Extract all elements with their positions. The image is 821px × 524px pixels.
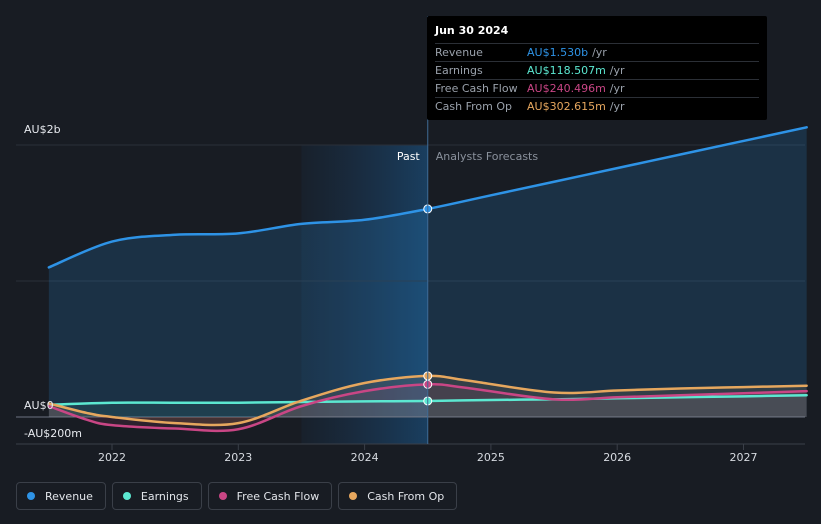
tooltip-row-label: Revenue (435, 46, 483, 59)
legend: Revenue Earnings Free Cash Flow Cash Fro… (16, 482, 458, 510)
legend-dot-icon (218, 492, 227, 500)
tooltip-row-value: AU$1.530b (527, 46, 589, 59)
legend-label: Free Cash Flow (236, 489, 320, 503)
legend-dot-icon (122, 492, 131, 500)
legend-item-earnings[interactable]: Earnings (111, 482, 202, 510)
tooltip-row-label: Earnings (435, 64, 483, 77)
x-tick-label: 2026 (603, 451, 631, 464)
tooltip-row-label: Cash From Op (435, 100, 513, 113)
legend-item-cash-from-op[interactable]: Cash From Op (338, 482, 458, 510)
tooltip-row-cash-from-op: Cash From Op AU$302.615m /yr (435, 97, 759, 115)
y-tick-label: -AU$200m (24, 427, 82, 440)
legend-item-free-cash-flow[interactable]: Free Cash Flow (207, 482, 333, 510)
tooltip-row-unit: /yr (609, 100, 625, 113)
legend-dot-icon (349, 492, 358, 500)
legend-label: Revenue (45, 489, 93, 503)
x-tick-label: 2023 (224, 451, 252, 464)
tooltip-row-label: Free Cash Flow (435, 82, 518, 95)
tooltip-row-value: AU$302.615m (527, 100, 606, 113)
cash-from-op-line (47, 374, 808, 427)
x-tick-label: 2025 (477, 451, 505, 464)
tooltip: Jun 30 2024 Revenue AU$1.530b /yr Earnin… (427, 16, 767, 120)
tooltip-row-unit: /yr (592, 46, 607, 59)
tooltip-row-value: AU$118.507m (527, 64, 606, 77)
free-cash-flow-line (47, 382, 808, 433)
legend-dot-icon (27, 492, 35, 500)
y-tick-label: AU$0 (24, 399, 54, 412)
x-tick-label: 2027 (730, 451, 758, 464)
tooltip-row-earnings: Earnings AU$118.507m /yr (435, 61, 759, 79)
forecast-label: Analysts Forecasts (436, 150, 539, 163)
tooltip-row-free-cash-flow: Free Cash Flow AU$240.496m /yr (435, 79, 759, 97)
legend-label: Earnings (140, 489, 189, 503)
tooltip-row-revenue: Revenue AU$1.530b /yr (435, 43, 759, 61)
x-tick-label: 2024 (351, 451, 379, 464)
tooltip-row-value: AU$240.496m (527, 82, 606, 95)
tooltip-row-unit: /yr (609, 64, 625, 77)
past-label: Past (397, 150, 421, 163)
legend-item-revenue[interactable]: Revenue (16, 482, 106, 510)
x-tick-label: 2022 (98, 451, 126, 464)
tooltip-date: Jun 30 2024 (435, 24, 509, 37)
legend-label: Cash From Op (367, 489, 445, 503)
tooltip-row-unit: /yr (609, 82, 625, 95)
y-tick-label: AU$2b (24, 123, 61, 136)
